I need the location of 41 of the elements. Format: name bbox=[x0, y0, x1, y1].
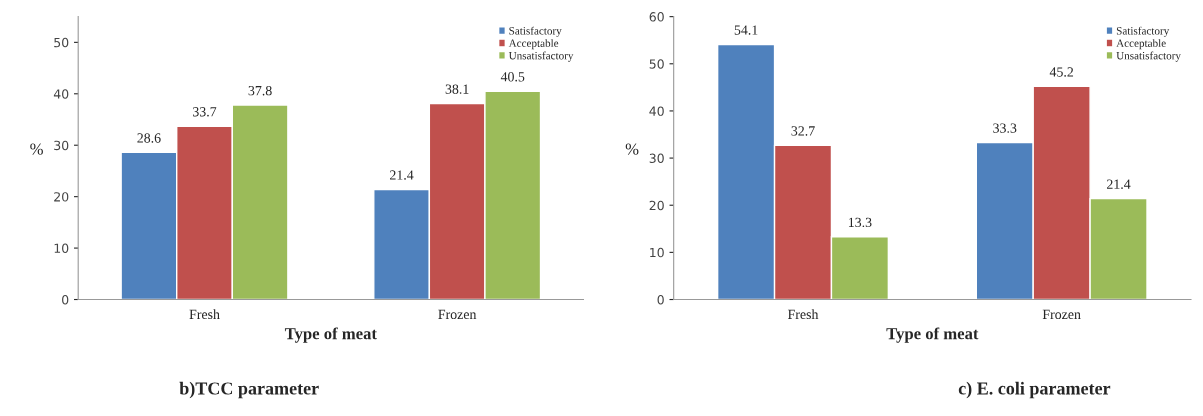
data-label: 21.4 bbox=[1107, 179, 1131, 189]
y-tick-label: 30 bbox=[649, 153, 664, 164]
x-axis-title: Type of meat bbox=[284, 327, 377, 343]
y-tick-label: 40 bbox=[53, 89, 69, 99]
legend-label: Unsatisfactory bbox=[508, 51, 574, 62]
y-axis-title: % bbox=[625, 143, 639, 155]
x-tick-label: Frozen bbox=[438, 309, 477, 320]
x-tick-label: Fresh bbox=[189, 309, 220, 320]
data-label: 45.2 bbox=[1049, 67, 1074, 77]
y-tick-label: 50 bbox=[54, 37, 69, 48]
data-label: 38.1 bbox=[445, 84, 469, 94]
data-label: 32.7 bbox=[791, 126, 815, 136]
legend-label: Satisfactory bbox=[1116, 26, 1170, 37]
data-label: 37.8 bbox=[248, 85, 272, 96]
y-tick-label: 30 bbox=[54, 140, 69, 151]
legend-label: Satisfactory bbox=[509, 26, 562, 37]
x-tick-label: Fresh bbox=[787, 309, 819, 320]
x-tick-label: Frozen bbox=[1042, 309, 1081, 320]
data-label: 40.5 bbox=[500, 72, 525, 82]
y-tick-label: 40 bbox=[649, 106, 664, 116]
text: b)TCC parameter bbox=[179, 381, 319, 399]
y-tick-label: 10 bbox=[650, 247, 664, 258]
text: c) E. coli parameter bbox=[958, 381, 1111, 399]
x-axis-title: Type of meat bbox=[886, 327, 979, 343]
y-tick-label: 10 bbox=[54, 243, 69, 254]
y-tick-label: 0 bbox=[657, 294, 664, 305]
y-tick-label: 0 bbox=[62, 294, 69, 305]
y-tick-label: 20 bbox=[649, 200, 664, 211]
data-label: 28.6 bbox=[137, 133, 161, 143]
y-tick-label: 50 bbox=[649, 59, 664, 69]
legend-label: Acceptable bbox=[508, 39, 559, 50]
data-label: 13.3 bbox=[848, 217, 872, 228]
legend-label: Unsatisfactory bbox=[1116, 51, 1181, 62]
data-label: 33.3 bbox=[993, 123, 1017, 133]
data-label: 33.7 bbox=[193, 107, 217, 117]
y-tick-label: 60 bbox=[649, 12, 664, 22]
y-tick-label: 20 bbox=[54, 192, 69, 202]
data-label: 21.4 bbox=[390, 170, 414, 180]
data-label: 54.1 bbox=[734, 25, 758, 35]
y-axis-title: % bbox=[30, 143, 43, 155]
legend-label: Acceptable bbox=[1116, 39, 1166, 50]
